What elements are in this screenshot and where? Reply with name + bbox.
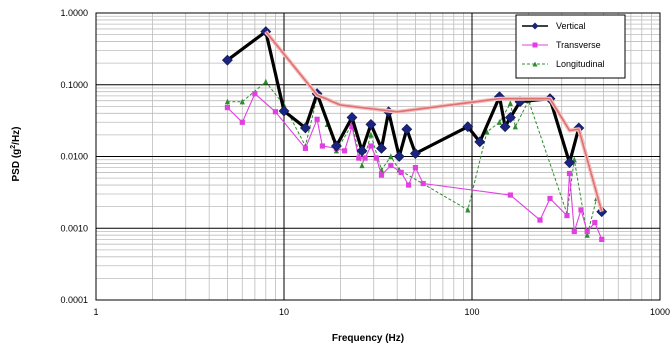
legend-items: Vertical Transverse Longitudinal xyxy=(522,21,605,69)
transverse-point xyxy=(373,155,379,161)
transverse-point xyxy=(566,170,573,177)
longitudinal-point xyxy=(263,78,269,85)
y-tick-label: 0.0010 xyxy=(60,223,88,233)
vertical-point xyxy=(299,122,311,134)
longitudinal-point xyxy=(496,119,503,125)
transverse-point xyxy=(378,172,385,178)
transverse-point xyxy=(239,119,245,125)
legend-label-longitudinal: Longitudinal xyxy=(556,59,605,69)
transverse-point xyxy=(537,217,543,223)
longitudinal-point xyxy=(224,98,231,105)
envelope-line xyxy=(265,31,603,212)
vertical-point xyxy=(462,121,474,133)
transverse-line xyxy=(227,93,603,240)
transverse-point xyxy=(405,182,412,188)
longitudinal-point xyxy=(512,123,518,130)
x-tick-label: 1 xyxy=(93,307,98,317)
transverse-point xyxy=(252,91,258,97)
transverse-point xyxy=(341,148,348,154)
vertical-point xyxy=(401,123,413,135)
y-tick-label: 0.1000 xyxy=(60,80,88,90)
vertical-line xyxy=(226,30,604,213)
transverse-point xyxy=(507,192,513,198)
envelope-series xyxy=(264,30,604,213)
legend-item-vertical: Vertical xyxy=(522,21,586,31)
transverse-point xyxy=(368,143,374,149)
x-tick-label: 100 xyxy=(464,307,479,317)
transverse-point xyxy=(224,105,231,111)
y-axis-title-sup: 2 xyxy=(10,145,17,149)
y-axis-title: PSD (g2/Hz) xyxy=(10,126,22,181)
legend-marker-vertical xyxy=(531,22,539,30)
vertical-point xyxy=(356,145,368,157)
longitudinal-point xyxy=(388,153,394,160)
vertical-point xyxy=(504,112,516,123)
legend-marker-longitudinal xyxy=(532,61,538,67)
transverse-point xyxy=(349,124,355,130)
legend-marker-transverse xyxy=(532,42,538,48)
longitudinal-point xyxy=(584,232,590,238)
transverse-point xyxy=(302,145,309,151)
transverse-point xyxy=(420,180,426,187)
transverse-point xyxy=(388,162,394,169)
transverse-series xyxy=(224,91,605,242)
longitudinal-point xyxy=(484,128,490,135)
transverse-point xyxy=(272,109,278,115)
longitudinal-point xyxy=(359,162,365,169)
transverse-point xyxy=(564,213,570,219)
transverse-point xyxy=(584,228,590,235)
vertical-point xyxy=(393,151,405,162)
transverse-point xyxy=(578,207,584,213)
y-tick-label: 1.0000 xyxy=(60,8,88,18)
vertical-point xyxy=(278,105,290,117)
vertical-point xyxy=(564,157,575,169)
transverse-point xyxy=(398,169,404,176)
tick-layer: 1 10 100 1000 0.0001 0.0010 0.0100 0.1000 1.0000 xyxy=(60,8,670,317)
vertical-point xyxy=(499,121,511,133)
transverse-point xyxy=(314,116,320,122)
x-axis-title: Frequency (Hz) xyxy=(332,333,404,344)
legend-item-longitudinal: Longitudinal xyxy=(522,59,605,69)
longitudinal-point xyxy=(465,206,471,213)
vertical-point xyxy=(365,118,377,130)
transverse-point xyxy=(599,236,605,242)
y-tick-label: 0.0001 xyxy=(60,295,88,305)
legend-item-transverse: Transverse xyxy=(522,40,601,50)
x-tick-label: 10 xyxy=(279,307,289,317)
legend-label-vertical: Vertical xyxy=(556,21,586,31)
transverse-point xyxy=(592,219,598,226)
transverse-point xyxy=(356,155,362,161)
y-axis-title-part2: /Hz) xyxy=(11,126,22,144)
series-layer xyxy=(221,26,608,242)
transverse-point xyxy=(319,143,325,149)
legend: Vertical Transverse Longitudinal xyxy=(515,14,626,79)
x-tick-label: 1000 xyxy=(650,307,670,317)
vertical-point xyxy=(474,136,486,148)
vertical-point xyxy=(409,148,421,159)
transverse-point xyxy=(362,155,368,161)
vertical-point xyxy=(330,140,342,152)
legend-label-transverse: Transverse xyxy=(556,40,601,50)
vertical-point xyxy=(346,112,358,123)
y-tick-label: 0.0100 xyxy=(60,152,88,162)
vertical-point xyxy=(376,142,387,154)
longitudinal-point xyxy=(507,100,513,106)
transverse-point xyxy=(412,165,419,171)
longitudinal-point xyxy=(239,98,245,105)
y-axis-title-part1: PSD (g xyxy=(11,149,22,182)
longitudinal-point xyxy=(368,131,374,138)
transverse-point xyxy=(547,195,553,202)
transverse-point xyxy=(571,228,577,235)
vertical-point xyxy=(221,54,233,66)
